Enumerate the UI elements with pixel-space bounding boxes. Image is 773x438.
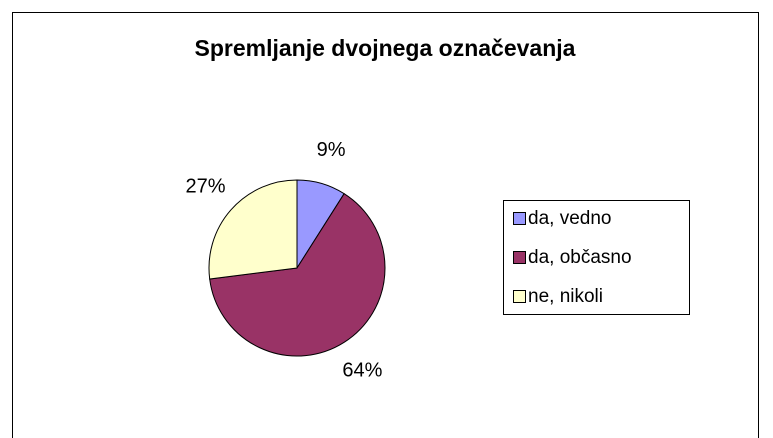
pie-slice [208, 179, 298, 280]
data-label: 27% [185, 176, 225, 198]
legend-label: da, občasno [528, 247, 632, 268]
data-label: 9% [317, 139, 346, 161]
chart-title: Spremljanje dvojnega označevanja [195, 35, 576, 61]
legend-box [503, 200, 690, 315]
legend-label: da, vedno [528, 208, 611, 229]
pie-slice [209, 193, 386, 357]
legend-swatch [513, 212, 526, 225]
legend-swatch [513, 290, 526, 303]
legend-swatch [513, 251, 526, 264]
data-label: 64% [342, 359, 382, 381]
legend-label: ne, nikoli [528, 286, 603, 307]
